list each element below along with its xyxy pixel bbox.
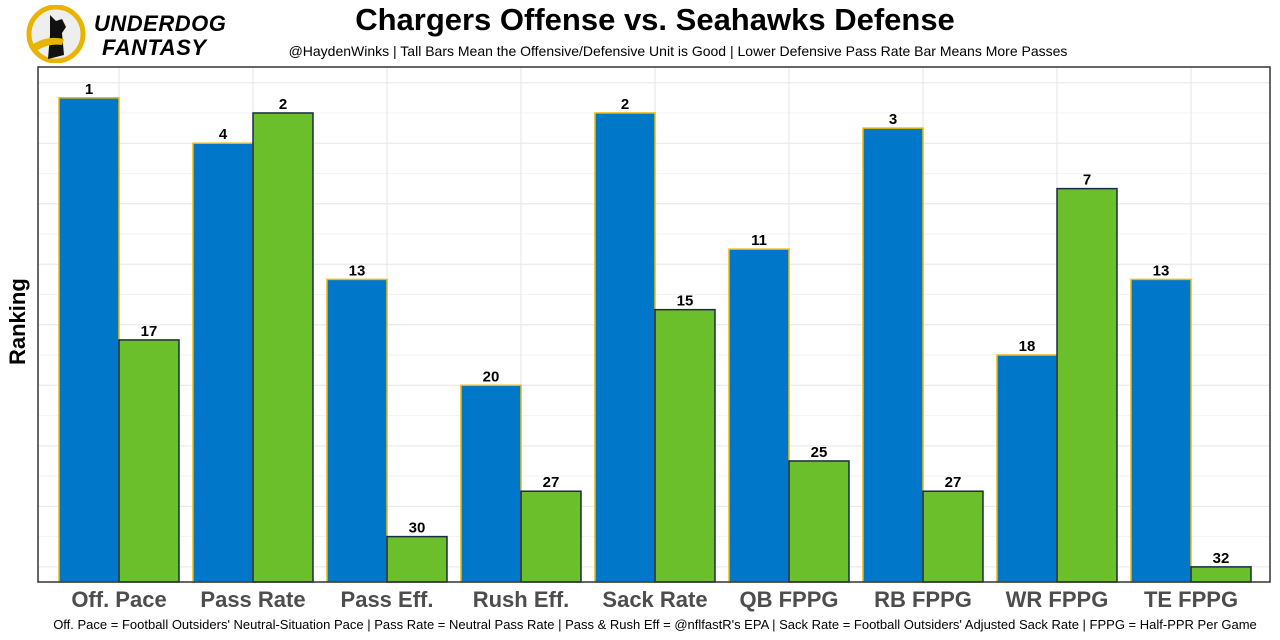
x-tick-label: RB FPPG — [874, 587, 972, 612]
data-label: 17 — [141, 323, 158, 340]
data-label: 7 — [1083, 172, 1091, 189]
bar — [460, 384, 522, 583]
x-tick-label: Sack Rate — [602, 587, 707, 612]
data-label: 20 — [483, 368, 500, 385]
logo-text: UNDERDOG FANTASY — [94, 11, 227, 60]
bar — [386, 535, 448, 583]
bar — [1056, 187, 1118, 583]
data-label: 15 — [677, 293, 694, 310]
data-label: 3 — [889, 111, 897, 128]
bar — [728, 248, 790, 583]
data-label: 32 — [1213, 550, 1230, 567]
data-label: 13 — [349, 262, 366, 279]
x-tick-label: QB FPPG — [739, 587, 838, 612]
bar — [996, 354, 1058, 583]
x-tick-label: TE FPPG — [1144, 587, 1238, 612]
data-label: 30 — [409, 520, 426, 537]
bar — [58, 97, 120, 583]
x-tick-label: Rush Eff. — [473, 587, 570, 612]
chart-subtitle: @HaydenWinks | Tall Bars Mean the Offens… — [288, 43, 1068, 59]
bar — [654, 308, 716, 583]
data-label: 11 — [751, 232, 767, 249]
bar — [1130, 278, 1192, 583]
chart-title: Chargers Offense vs. Seahawks Defense — [355, 2, 955, 37]
data-label: 2 — [621, 96, 629, 113]
x-tick-label: Pass Eff. — [341, 587, 434, 612]
x-tick-label: Pass Rate — [200, 587, 305, 612]
x-tick-label: WR FPPG — [1006, 587, 1109, 612]
bar — [922, 490, 984, 583]
data-label: 1 — [85, 81, 93, 98]
bar — [326, 278, 388, 583]
data-label: 27 — [945, 474, 962, 491]
data-label: 25 — [811, 444, 828, 461]
data-label: 2 — [279, 96, 287, 113]
bar — [788, 460, 850, 583]
data-label: 18 — [1019, 338, 1036, 355]
bar — [192, 142, 254, 583]
bar — [1190, 566, 1252, 583]
bar — [862, 127, 924, 583]
x-tick-label: Off. Pace — [71, 587, 166, 612]
underdog-logo — [26, 4, 88, 68]
plot-border — [37, 66, 1271, 583]
data-label: 13 — [1153, 262, 1170, 279]
data-label: 27 — [543, 474, 560, 491]
data-label: 4 — [219, 126, 228, 143]
bar — [520, 490, 582, 583]
bar — [118, 339, 180, 583]
chart-caption: Off. Pace = Football Outsiders' Neutral-… — [53, 617, 1257, 632]
bar — [252, 112, 314, 583]
bar — [594, 112, 656, 583]
